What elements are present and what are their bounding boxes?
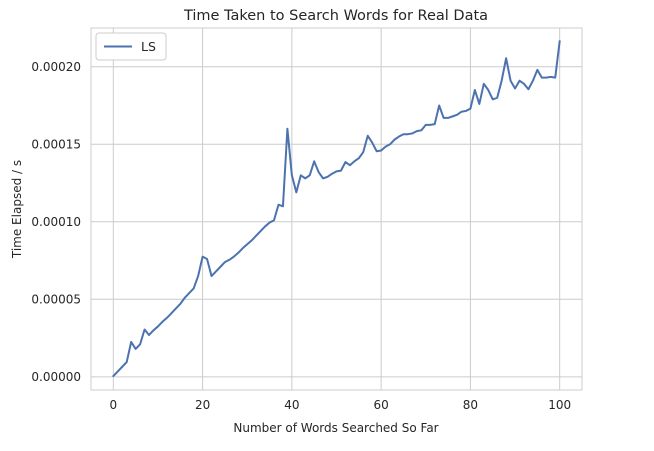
y-tick-labels: 0.00000 0.00005 0.00010 0.00015 0.00020 — [31, 60, 81, 384]
y-tick-label: 0.00020 — [31, 60, 81, 74]
x-tick-label: 80 — [463, 398, 478, 412]
x-tick-label: 60 — [373, 398, 388, 412]
plot-background — [91, 28, 582, 390]
y-tick-label: 0.00005 — [31, 292, 81, 306]
x-tick-label: 0 — [109, 398, 117, 412]
y-tick-label: 0.00000 — [31, 370, 81, 384]
y-tick-label: 0.00010 — [31, 215, 81, 229]
x-tick-labels: 0 20 40 60 80 100 — [109, 398, 571, 412]
y-axis-label: Time Elapsed / s — [10, 160, 24, 259]
series-layer — [112, 40, 561, 378]
legend: LS — [95, 32, 167, 61]
legend-label-ls: LS — [141, 39, 156, 54]
x-axis-label: Number of Words Searched So Far — [233, 421, 438, 435]
x-tick-label: 40 — [284, 398, 299, 412]
series-line-ls — [112, 40, 561, 378]
x-tick-label: 20 — [195, 398, 210, 412]
grid-lines — [91, 28, 582, 390]
chart-title: Time Taken to Search Words for Real Data — [183, 8, 488, 24]
x-tick-label: 100 — [548, 398, 571, 412]
plot-frame — [90, 27, 583, 391]
y-tick-label: 0.00015 — [31, 137, 81, 151]
